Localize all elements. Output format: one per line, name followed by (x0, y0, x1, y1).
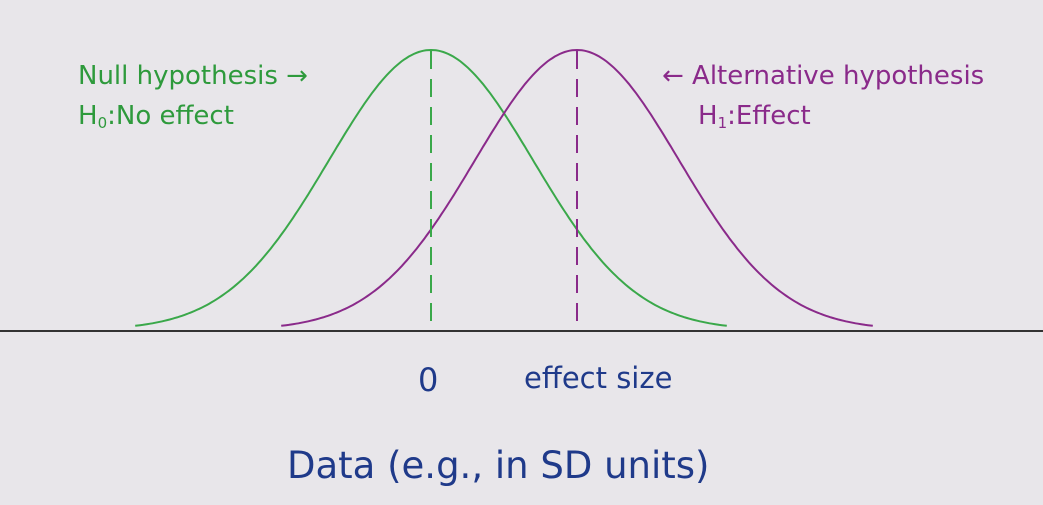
x-axis-title: Data (e.g., in SD units) (287, 444, 710, 487)
null-hypothesis-label: Null hypothesis → (78, 61, 308, 91)
alternative-distribution-curve (281, 48, 873, 327)
h1-text: :Effect (727, 101, 811, 131)
null-hypothesis-h0-label: H0:No effect (78, 101, 234, 132)
null-distribution-curve (135, 48, 727, 327)
h0-text: :No effect (107, 101, 234, 131)
h1-subscript: 1 (717, 114, 728, 132)
h0-subscript: 0 (97, 114, 108, 132)
h1-letter: H (698, 101, 718, 131)
h0-letter: H (78, 101, 98, 131)
tick-label-zero: 0 (418, 361, 439, 399)
alternative-hypothesis-h1-label: H1:Effect (698, 101, 811, 132)
tick-label-effect-size: effect size (524, 361, 673, 395)
alternative-hypothesis-label: ← Alternative hypothesis (662, 61, 985, 91)
